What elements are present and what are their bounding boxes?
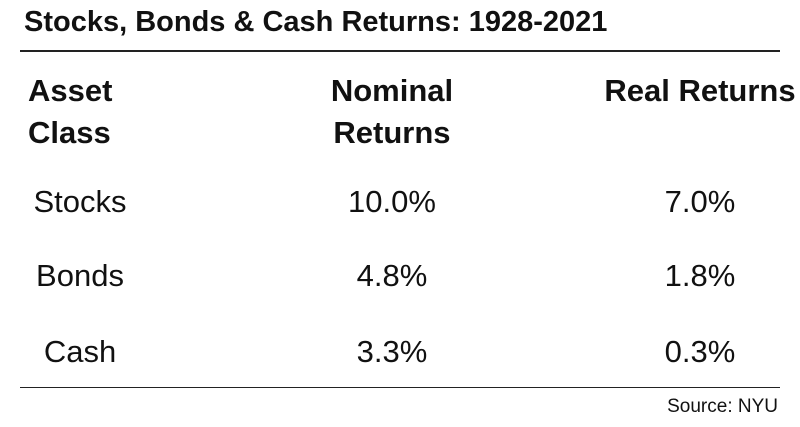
column-header: Asset Class bbox=[28, 73, 113, 150]
cell: Stocks bbox=[33, 184, 127, 219]
cell: 7.0% bbox=[664, 184, 736, 219]
column-header: Real Returns bbox=[604, 73, 796, 108]
column-header: Nominal Returns bbox=[330, 73, 454, 150]
source-note: Source: NYU bbox=[667, 396, 778, 417]
rule bbox=[20, 387, 780, 388]
cell: 3.3% bbox=[356, 334, 428, 369]
rule bbox=[20, 50, 780, 52]
cell: 0.3% bbox=[664, 334, 736, 369]
cell: 1.8% bbox=[664, 258, 736, 293]
cell: Cash bbox=[43, 334, 117, 369]
cell: Bonds bbox=[36, 258, 124, 293]
cell: 10.0% bbox=[348, 184, 436, 219]
cell: 4.8% bbox=[356, 258, 428, 293]
table-title: Stocks, Bonds & Cash Returns: 1928-2021 bbox=[24, 6, 608, 38]
